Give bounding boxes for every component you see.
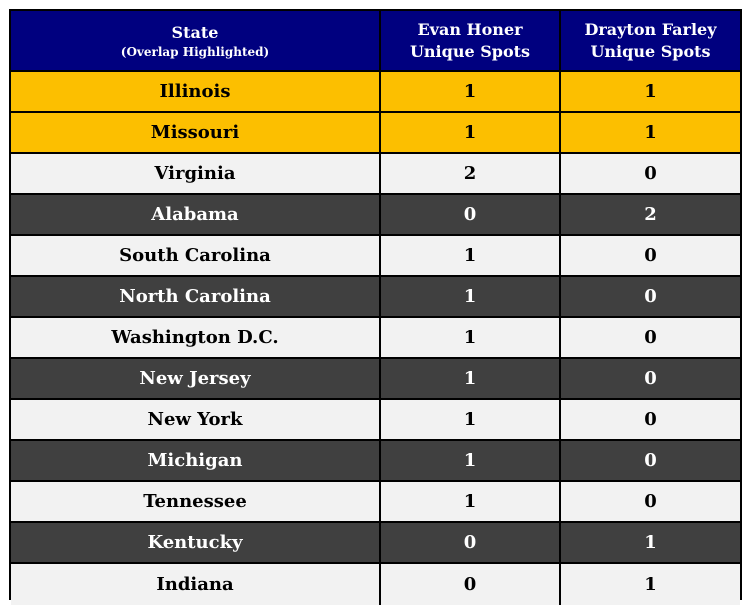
evan-count-cell: 1 [381, 318, 561, 357]
table-row: Washington D.C. 1 0 [11, 318, 740, 359]
drayton-count-cell: 0 [644, 245, 657, 266]
state-cell: Missouri [11, 113, 381, 152]
table-header-row: State (Overlap Highlighted) Evan Honer U… [11, 11, 740, 72]
header-state-label: State [171, 22, 219, 42]
header-evan: Evan Honer Unique Spots [381, 11, 561, 70]
state-cell: North Carolina [11, 277, 381, 316]
drayton-count-cell: 2 [644, 204, 657, 225]
state-cell: Alabama [11, 195, 381, 234]
evan-count-cell: 0 [381, 195, 561, 234]
overlap-table: State (Overlap Highlighted) Evan Honer U… [9, 9, 742, 605]
header-state-sublabel: (Overlap Highlighted) [120, 44, 270, 59]
drayton-count-cell: 0 [644, 163, 657, 184]
evan-count-cell: 2 [381, 154, 561, 193]
table-row: Tennessee 1 0 [11, 482, 740, 523]
table-row: North Carolina 1 0 [11, 277, 740, 318]
evan-count-cell: 1 [381, 441, 561, 480]
state-cell: Tennessee [11, 482, 381, 521]
drayton-count-cell: 1 [644, 532, 657, 553]
header-state: State (Overlap Highlighted) [11, 11, 381, 70]
drayton-count-cell: 0 [644, 491, 657, 512]
evan-count-cell: 1 [381, 277, 561, 316]
table-row: New York 1 0 [11, 400, 740, 441]
drayton-count-cell: 0 [644, 327, 657, 348]
table-row: Kentucky 0 1 [11, 523, 740, 564]
state-cell: Michigan [11, 441, 381, 480]
evan-count-cell: 1 [381, 113, 561, 152]
table-row: South Carolina 1 0 [11, 236, 740, 277]
table-row: Illinois 1 1 [11, 72, 740, 113]
evan-count-cell: 0 [381, 523, 561, 562]
drayton-count-cell: 0 [644, 409, 657, 430]
state-cell: Washington D.C. [11, 318, 381, 357]
evan-count-cell: 1 [381, 72, 561, 111]
evan-count-cell: 1 [381, 400, 561, 439]
table-row: Michigan 1 0 [11, 441, 740, 482]
table-body: Illinois 1 1 Missouri 1 1 Virginia 2 0 Alabama 0 2 S… [11, 72, 740, 605]
drayton-count-cell: 1 [644, 81, 657, 102]
table-row: Indiana 0 1 [11, 564, 740, 605]
drayton-count-cell: 0 [644, 368, 657, 389]
evan-count-cell: 0 [381, 564, 561, 605]
evan-count-cell: 1 [381, 359, 561, 398]
drayton-count-cell: 1 [644, 122, 657, 143]
state-cell: Illinois [11, 72, 381, 111]
state-cell: Virginia [11, 154, 381, 193]
table-row: Virginia 2 0 [11, 154, 740, 195]
header-evan-line1: Evan Honer [417, 19, 523, 39]
header-drayton-line2: Unique Spots [590, 41, 711, 61]
state-cell: New York [11, 400, 381, 439]
state-cell: Kentucky [11, 523, 381, 562]
header-evan-line2: Unique Spots [409, 41, 531, 61]
drayton-count-cell: 0 [644, 450, 657, 471]
header-drayton-line1: Drayton Farley [584, 19, 717, 39]
state-cell: New Jersey [11, 359, 381, 398]
drayton-count-cell: 0 [644, 286, 657, 307]
state-cell: Indiana [11, 564, 381, 605]
header-drayton: Drayton Farley Unique Spots [561, 11, 740, 70]
state-cell: South Carolina [11, 236, 381, 275]
evan-count-cell: 1 [381, 482, 561, 521]
table-row: New Jersey 1 0 [11, 359, 740, 400]
evan-count-cell: 1 [381, 236, 561, 275]
table-row: Alabama 0 2 [11, 195, 740, 236]
drayton-count-cell: 1 [644, 574, 657, 595]
table-row: Missouri 1 1 [11, 113, 740, 154]
